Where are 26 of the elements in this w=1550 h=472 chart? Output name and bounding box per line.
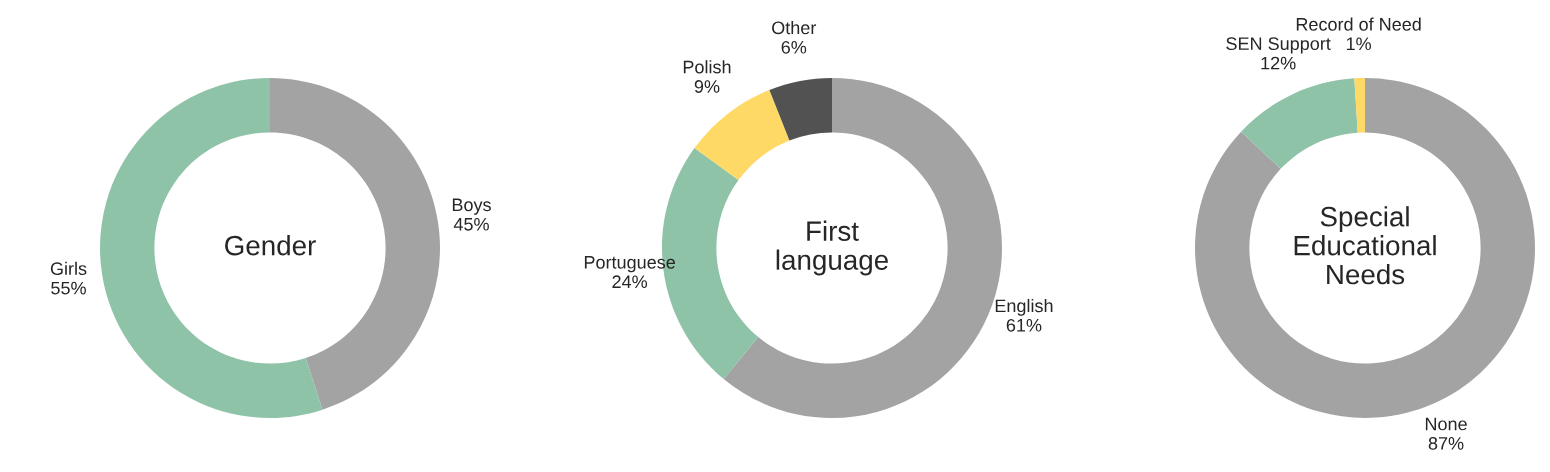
slice-label: Portuguese <box>584 256 675 273</box>
slice-label: SEN Support <box>1226 37 1331 54</box>
data-label: 12% <box>1261 56 1296 70</box>
data-label: 55% <box>51 281 86 295</box>
slice-label: Record of Need <box>1296 17 1421 31</box>
data-label: 9% <box>694 80 720 93</box>
donut-slice <box>769 78 832 141</box>
donut-slice <box>100 78 323 418</box>
text: Special Educational Needs <box>1294 206 1436 285</box>
donut-slice <box>1354 78 1365 133</box>
donut-slice <box>1241 78 1358 169</box>
data-label: 1% <box>1346 37 1371 51</box>
slice-label: None <box>1425 417 1467 431</box>
text: Gender <box>225 235 316 256</box>
data-label: 45% <box>453 217 489 231</box>
slice-label: Other <box>772 20 817 35</box>
data-label: 87% <box>1428 437 1464 450</box>
slice-label: English <box>995 298 1053 316</box>
slice-label: Polish <box>683 60 731 74</box>
data-label: 6% <box>781 40 807 54</box>
slice-label: Boys <box>452 198 491 215</box>
text: First language <box>776 220 888 276</box>
donut-slice <box>1195 78 1535 418</box>
data-label: 61% <box>1006 318 1042 332</box>
slice-label: Girls <box>50 261 87 276</box>
data-label: 24% <box>612 275 648 289</box>
